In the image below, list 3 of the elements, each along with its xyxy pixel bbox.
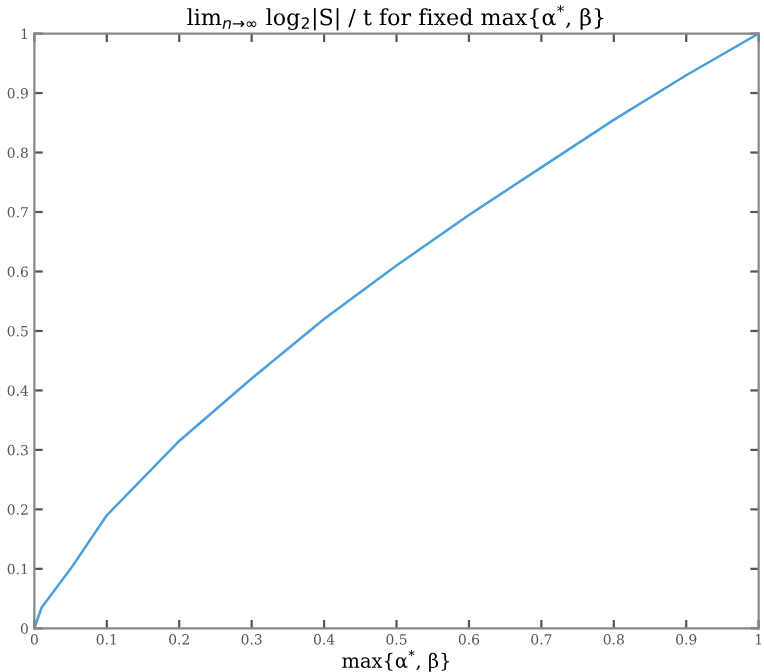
chart-title: lim$_{n→∞}$ log$_{2}$|S| / t for fixed max{α$^{*}$, β} [187,5,604,31]
x-axis-title: max{α$^{*}$, β} [342,650,450,672]
line-series [34,33,759,629]
